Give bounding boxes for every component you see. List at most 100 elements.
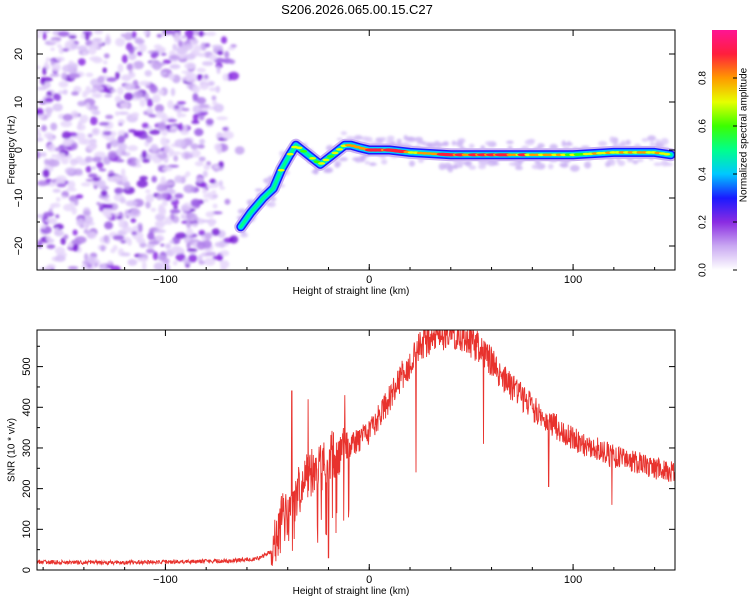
- noise-speckle: [82, 223, 88, 229]
- noise-speckle: [175, 253, 186, 262]
- noise-speckle: [51, 62, 61, 72]
- noise-speckle: [165, 243, 171, 249]
- noise-speckle: [204, 232, 212, 240]
- noise-speckle: [211, 190, 217, 194]
- noise-speckle: [214, 241, 224, 248]
- noise-speckle: [110, 175, 122, 183]
- noise-speckle: [160, 243, 165, 247]
- noise-speckle: [124, 83, 136, 91]
- noise-speckle: [126, 157, 139, 167]
- halo-speckle: [506, 140, 514, 145]
- colorbar-tick-label: 0.0: [698, 263, 709, 277]
- noise-speckle: [181, 107, 190, 112]
- noise-speckle: [62, 89, 68, 95]
- noise-speckle: [40, 152, 47, 157]
- noise-speckle: [146, 248, 155, 254]
- noise-speckle: [212, 203, 218, 209]
- noise-speckle: [213, 103, 224, 113]
- colorbar-tick-label: 0.6: [698, 119, 709, 133]
- halo-speckle: [537, 143, 545, 149]
- noise-speckle: [139, 99, 146, 107]
- noise-speckle: [131, 112, 140, 118]
- halo-speckle: [625, 139, 631, 146]
- noise-speckle: [194, 128, 204, 137]
- noise-speckle: [156, 110, 162, 114]
- halo-speckle: [456, 160, 464, 168]
- snr-xtick-label: −100: [153, 574, 178, 586]
- noise-speckle: [102, 67, 107, 74]
- snr-xtick-label: 100: [564, 574, 582, 586]
- noise-speckle: [67, 180, 76, 189]
- noise-speckle: [188, 212, 195, 218]
- noise-speckle: [155, 221, 165, 230]
- noise-speckle: [111, 139, 119, 148]
- noise-speckle: [115, 71, 120, 80]
- noise-speckle: [167, 100, 174, 109]
- noise-speckle: [126, 63, 133, 71]
- noise-speckle: [77, 45, 88, 51]
- snr-ytick-label: 200: [21, 479, 33, 497]
- noise-speckle: [37, 65, 41, 70]
- noise-speckle: [48, 159, 60, 167]
- noise-speckle: [174, 32, 180, 41]
- noise-speckle: [162, 199, 168, 207]
- noise-speckle: [56, 197, 61, 202]
- noise-speckle: [103, 60, 108, 65]
- ridge-hotspot: [336, 148, 343, 151]
- noise-speckle: [221, 131, 234, 140]
- noise-speckle: [90, 109, 96, 113]
- noise-speckle: [137, 51, 143, 56]
- noise-speckle: [181, 76, 192, 81]
- noise-speckle: [58, 81, 69, 88]
- noise-speckle: [41, 224, 46, 229]
- noise-speckle: [74, 198, 79, 206]
- noise-speckle: [168, 54, 180, 61]
- noise-speckle: [161, 192, 169, 199]
- noise-speckle: [203, 164, 211, 171]
- noise-speckle: [220, 36, 228, 44]
- noise-speckle: [169, 64, 181, 70]
- noise-speckle: [136, 179, 148, 188]
- noise-speckle: [94, 41, 104, 45]
- noise-speckle: [77, 58, 86, 66]
- noise-speckle: [37, 114, 45, 119]
- noise-speckle: [197, 144, 205, 149]
- snr-ytick-label: 0: [21, 567, 33, 573]
- noise-speckle: [215, 85, 221, 93]
- noise-speckle: [198, 30, 204, 37]
- noise-speckle: [54, 93, 62, 102]
- halo-speckle: [508, 161, 519, 167]
- noise-speckle: [62, 64, 74, 73]
- noise-speckle: [110, 131, 117, 137]
- noise-speckle: [184, 30, 194, 38]
- noise-speckle: [222, 73, 229, 81]
- noise-speckle: [172, 43, 178, 51]
- noise-speckle: [160, 71, 167, 76]
- noise-speckle: [151, 175, 157, 183]
- noise-speckle: [184, 62, 197, 70]
- noise-speckle: [198, 229, 206, 236]
- colorbar-gradient: [712, 30, 737, 270]
- halo-speckle: [563, 142, 573, 146]
- halo-speckle: [340, 131, 347, 136]
- noise-speckle: [112, 235, 125, 241]
- noise-speckle: [139, 175, 148, 181]
- noise-speckle: [158, 207, 164, 213]
- noise-speckle: [105, 136, 116, 142]
- noise-speckle: [37, 33, 41, 39]
- ridge-hotspot: [663, 152, 671, 156]
- noise-speckle: [37, 30, 45, 34]
- noise-speckle: [83, 228, 89, 234]
- halo-speckle: [254, 188, 263, 192]
- noise-speckle: [137, 239, 144, 244]
- halo-speckle: [632, 160, 639, 165]
- noise-speckle: [119, 197, 126, 204]
- noise-speckle: [46, 244, 56, 250]
- ridge-hotspot: [318, 162, 326, 165]
- spectrogram-ytick-label: 0: [13, 147, 25, 153]
- noise-speckle: [161, 115, 169, 122]
- noise-speckle: [75, 156, 83, 162]
- noise-speckle: [103, 234, 109, 243]
- noise-speckle: [128, 45, 135, 55]
